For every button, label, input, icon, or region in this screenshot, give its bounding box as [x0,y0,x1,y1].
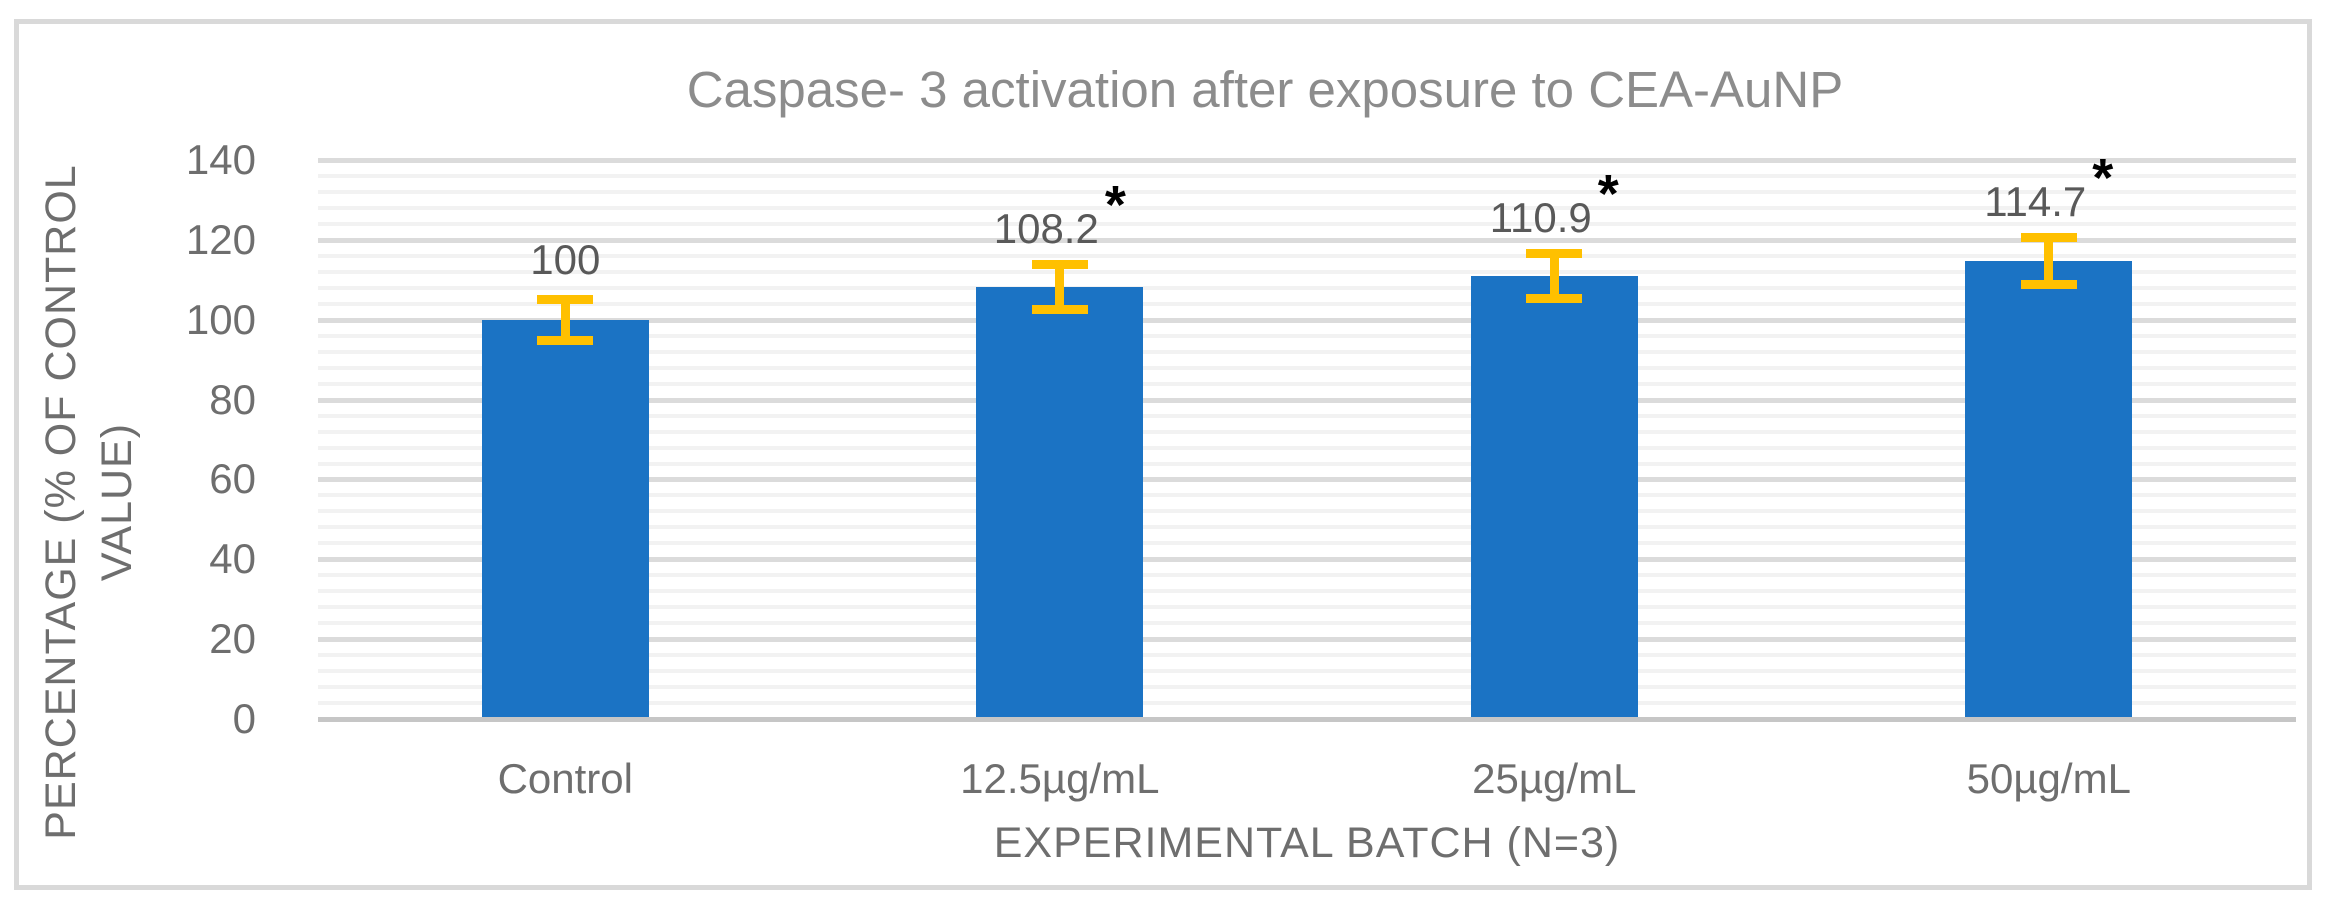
gridline-minor [318,365,2296,370]
data-label: 110.9 * [1354,167,1754,243]
gridline-minor [318,621,2296,626]
bar [976,287,1144,719]
gridline-minor [318,269,2296,274]
y-axis-title-line2: VALUE) [93,422,141,582]
y-axis-title: PERCENTAGE (% OF CONTROL VALUE) [33,162,149,842]
gridline-minor [318,205,2296,210]
gridline-major [318,237,2296,243]
error-bar-cap-bottom [2020,280,2077,290]
y-tick-label: 40 [209,535,256,583]
gridline-minor [318,381,2296,386]
y-tick-label: 120 [185,215,256,263]
gridline-major [318,557,2296,563]
gridline-minor [318,253,2296,258]
data-label-value: 114.7 [1984,177,2087,225]
category-label: 25µg/mL [1472,755,1637,802]
gridline-minor [318,669,2296,674]
error-bar-cap-bottom [537,335,594,345]
y-axis-title-line1: PERCENTAGE (% OF CONTROL [37,164,85,840]
gridline-minor [318,189,2296,194]
error-bar-line [560,294,570,345]
y-tick-label: 20 [209,615,256,663]
gridline-minor [318,301,2296,306]
data-label: 114.7 * [1849,151,2249,227]
gridline-minor [318,445,2296,450]
x-axis-line [318,717,2296,722]
data-label-value: 108.2 [993,205,1099,253]
gridline-minor [318,174,2296,178]
chart-title: Caspase- 3 activation after exposure to … [686,61,1844,118]
error-bar-cap-bottom [1526,293,1583,303]
gridline-minor [318,573,2296,578]
significance-asterisk: * [1104,175,1126,236]
y-tick-label: 100 [185,295,256,343]
gridline-minor [318,413,2296,418]
gridline-minor [318,349,2296,354]
gridline-minor [318,701,2296,705]
bar [481,319,649,719]
y-tick-label: 140 [185,136,256,183]
error-bar-cap-top [1031,260,1088,270]
gridline-minor [318,493,2296,498]
gridline-minor [318,541,2296,546]
y-tick-label: 80 [209,375,256,423]
error-bar-line [2044,232,2054,290]
category-label: 12.5µg/mL [960,755,1160,802]
gridline-minor [318,509,2296,514]
data-label-value: 110.9 [1489,194,1592,242]
gridline-major [318,397,2296,403]
error-bar-line [1055,260,1065,314]
gridline-minor [318,461,2296,466]
bar [1470,276,1638,719]
data-label-value: 100 [530,235,601,283]
bar [1965,261,2133,719]
error-bar-cap-top [537,294,594,304]
significance-asterisk: * [1597,164,1619,225]
gridline-minor [318,221,2296,226]
error-bar-cap-bottom [1031,304,1088,314]
gridline-minor [318,685,2296,690]
error-bar-cap-top [1526,249,1583,259]
gridline-major [318,317,2296,323]
y-tick-label: 60 [209,455,256,503]
gridline-major [318,637,2296,643]
gridline-minor [318,285,2296,290]
x-axis-title: EXPERIMENTAL BATCH (N=3) [993,819,1621,867]
gridline-minor [318,429,2296,434]
error-bar-cap-top [2020,232,2077,242]
gridline-major [318,477,2296,483]
category-label: Control [497,755,633,802]
chart-frame-border [14,19,2312,890]
gridline-minor [318,653,2296,658]
gridline-minor [318,525,2296,530]
data-label: 108.2 * [860,178,1260,254]
error-bar-line [1549,249,1559,303]
data-label: 100 [365,235,765,285]
gridline-minor [318,333,2296,338]
y-tick-label: 0 [232,695,256,742]
significance-asterisk: * [2092,147,2114,208]
gridline-minor [318,605,2296,610]
gridline-minor [318,589,2296,594]
gridline-major [318,158,2296,163]
category-label: 50µg/mL [1966,755,2131,802]
